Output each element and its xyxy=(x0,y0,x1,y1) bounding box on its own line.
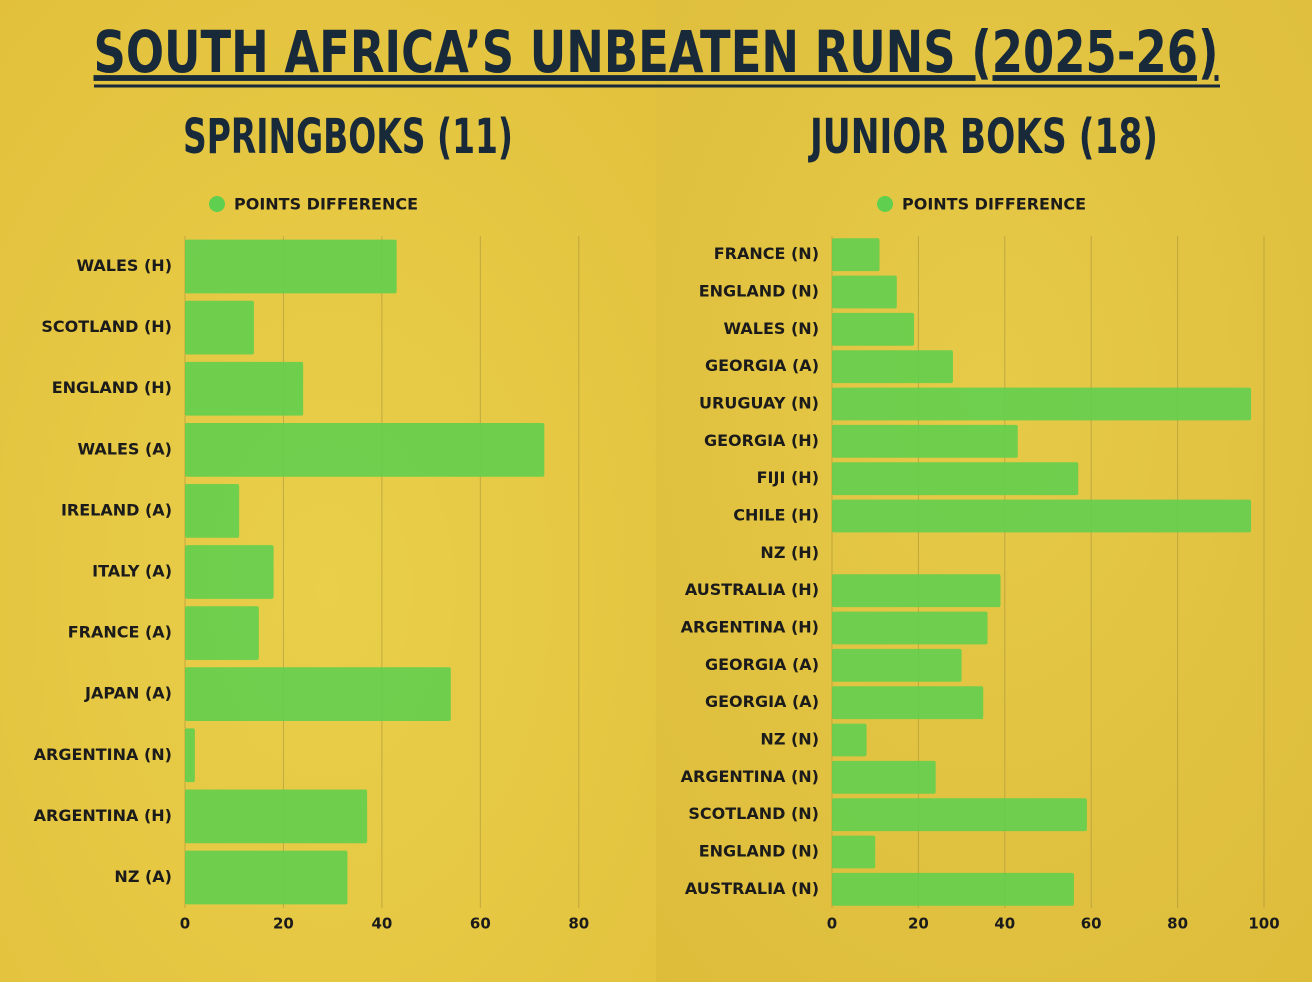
y-tick-label: SCOTLAND (H) xyxy=(41,317,172,336)
y-tick-label: WALES (H) xyxy=(76,256,172,275)
y-tick-label: AUSTRALIA (H) xyxy=(685,580,819,599)
y-tick-label: GEORGIA (A) xyxy=(705,655,819,674)
bar xyxy=(185,789,368,844)
y-tick-label: SCOTLAND (N) xyxy=(688,804,819,823)
y-tick-label: GEORGIA (H) xyxy=(704,431,819,450)
x-tick-label: 60 xyxy=(470,915,491,933)
y-tick-label: FIJI (H) xyxy=(757,468,819,487)
legend-marker xyxy=(877,196,893,212)
bar xyxy=(832,499,1252,533)
y-tick-label: WALES (N) xyxy=(723,319,819,338)
bar xyxy=(832,350,953,384)
bar xyxy=(832,686,984,720)
y-tick-label: ENGLAND (H) xyxy=(52,378,172,397)
x-tick-label: 60 xyxy=(1081,915,1102,933)
bar xyxy=(832,462,1079,496)
y-tick-label: ITALY (A) xyxy=(92,562,172,581)
y-tick-label: CHILE (H) xyxy=(733,506,819,525)
legend-label: POINTS DIFFERENCE xyxy=(902,195,1086,214)
bar xyxy=(832,574,1001,608)
bar xyxy=(832,312,915,346)
bar xyxy=(185,606,259,660)
y-tick-label: ARGENTINA (H) xyxy=(681,618,819,637)
bar xyxy=(832,611,988,645)
bar xyxy=(185,361,304,416)
x-tick-label: 20 xyxy=(273,915,294,933)
y-tick-label: GEORGIA (A) xyxy=(705,692,819,711)
legend-label: POINTS DIFFERENCE xyxy=(234,195,418,214)
x-tick-label: 80 xyxy=(1167,915,1188,933)
x-tick-label: 0 xyxy=(180,915,190,933)
bar xyxy=(185,239,397,294)
x-tick-label: 20 xyxy=(908,915,929,933)
bar xyxy=(185,422,545,477)
x-tick-label: 80 xyxy=(568,915,589,933)
x-tick-label: 100 xyxy=(1248,915,1279,933)
y-tick-label: NZ (N) xyxy=(760,730,819,749)
bar xyxy=(185,667,451,722)
y-tick-label: ARGENTINA (N) xyxy=(34,745,172,764)
chart-title: SPRINGBOKS (11) xyxy=(183,109,513,165)
bar xyxy=(185,728,195,783)
y-tick-label: NZ (H) xyxy=(760,543,819,562)
y-tick-label: AUSTRALIA (N) xyxy=(685,879,819,898)
bar xyxy=(832,238,880,272)
y-tick-label: ENGLAND (N) xyxy=(699,282,819,301)
y-tick-label: GEORGIA (A) xyxy=(705,356,819,375)
y-tick-label: JAPAN (A) xyxy=(84,684,172,703)
bar xyxy=(185,850,348,905)
bar xyxy=(185,484,240,538)
legend-marker xyxy=(209,196,225,212)
y-tick-label: ARGENTINA (N) xyxy=(681,767,819,786)
bar xyxy=(832,872,1074,906)
bar xyxy=(185,545,274,599)
bar xyxy=(832,835,876,869)
x-tick-label: 0 xyxy=(827,915,837,933)
bar xyxy=(832,648,962,682)
y-tick-label: ENGLAND (N) xyxy=(699,842,819,861)
y-tick-label: IRELAND (A) xyxy=(61,500,172,519)
bar xyxy=(832,798,1087,832)
x-tick-label: 40 xyxy=(371,915,392,933)
bar xyxy=(185,300,254,355)
y-tick-label: FRANCE (A) xyxy=(68,623,172,642)
bar xyxy=(832,424,1018,458)
y-tick-label: ARGENTINA (H) xyxy=(34,806,172,825)
bar xyxy=(832,387,1252,421)
y-tick-label: FRANCE (N) xyxy=(714,244,819,263)
y-tick-label: URUGUAY (N) xyxy=(699,394,819,413)
y-tick-label: NZ (A) xyxy=(114,867,172,886)
y-tick-label: WALES (A) xyxy=(77,439,172,458)
bar xyxy=(832,275,897,309)
page-title: SOUTH AFRICA’S UNBEATEN RUNS (2025-26) xyxy=(94,18,1219,86)
x-tick-label: 40 xyxy=(994,915,1015,933)
chart-title: JUNIOR BOKS (18) xyxy=(808,109,1158,165)
bar xyxy=(832,760,936,794)
bar xyxy=(832,723,867,757)
